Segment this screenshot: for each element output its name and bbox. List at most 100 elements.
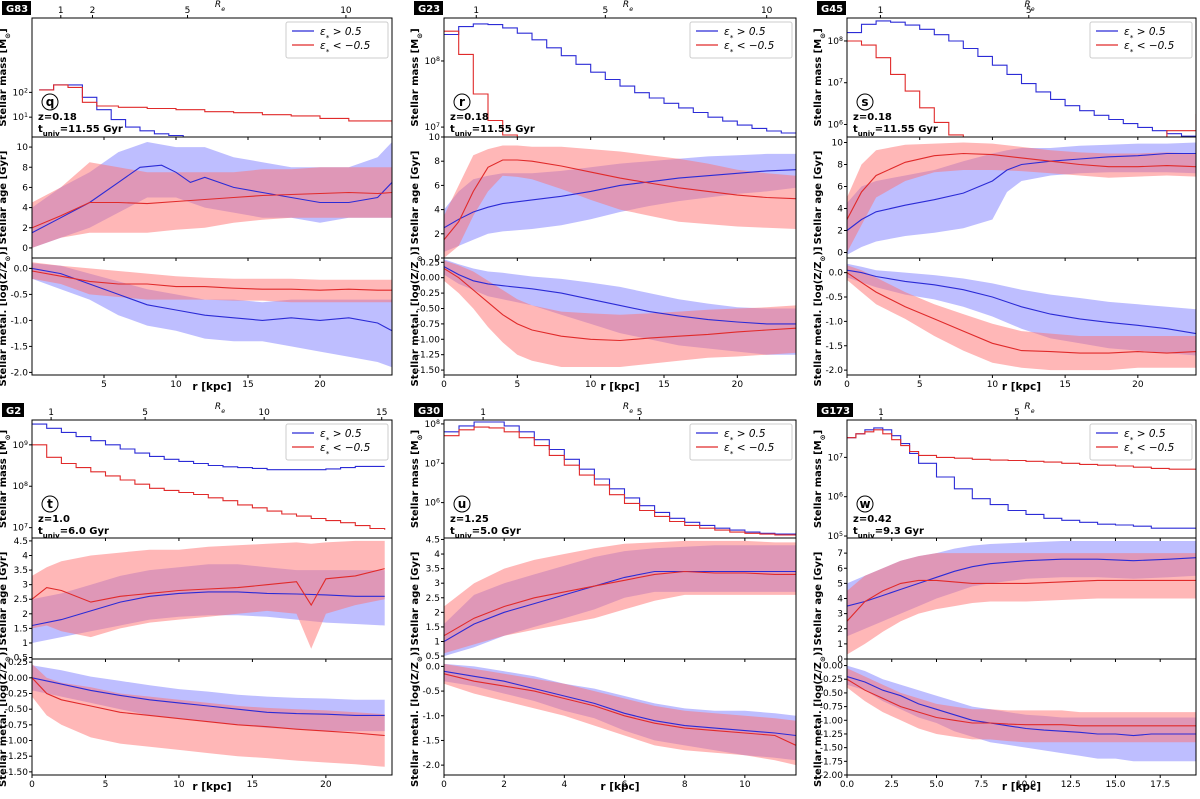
metal-axes-frame xyxy=(846,658,1197,776)
blue-profile-line xyxy=(444,266,796,325)
panel-letter-circle xyxy=(453,93,471,111)
legend-entry-blue: ε* > 0.5 xyxy=(724,26,766,42)
re-tick-label: 1 xyxy=(473,6,479,16)
y-tick-label: 7 xyxy=(837,549,843,559)
re-tick-label: 1 xyxy=(480,408,486,418)
mass-y-axis-label: Stellar mass [M⊙] xyxy=(0,28,12,126)
metal-plot-area xyxy=(847,263,1196,371)
y-tick-label: 2 xyxy=(837,625,843,635)
y-tick-label: -1.25 xyxy=(5,752,28,762)
red-profile-line xyxy=(444,570,796,637)
red-scatter-band xyxy=(847,142,1196,253)
blue-profile-line xyxy=(444,23,796,134)
legend-entry-red: ε* < −0.5 xyxy=(724,442,775,458)
metal-y-axis-label: Stellar metal. [log(Z/Z⊙)] xyxy=(410,247,424,387)
y-tick-label: -1.50 xyxy=(820,744,844,754)
metal-plot-area xyxy=(847,665,1196,762)
mass-plot-area xyxy=(444,421,796,536)
x-tick-label: 2 xyxy=(501,780,507,790)
x-tick-label: 6 xyxy=(622,780,628,790)
y-tick-label: 8 xyxy=(837,161,843,171)
re-tick-label: 5 xyxy=(637,408,643,418)
y-tick-label: 0.5 xyxy=(14,654,28,664)
y-tick-label: 0.00 xyxy=(823,662,843,672)
blue-profile-line xyxy=(444,670,796,737)
age-panel: 0.5 1 1.5 2 2.5 3 3.5 4 4.5 Stellar age [Gyr] xyxy=(410,535,797,662)
y-tick-label: 108 xyxy=(425,418,440,430)
y-tick-label: 1 xyxy=(837,640,843,650)
x-tick-label: 15 xyxy=(242,380,253,390)
age-panel: 0 1 2 3 4 5 6 7 Stellar age [Gyr] xyxy=(813,537,1197,665)
mass-plot-area xyxy=(847,20,1196,137)
galaxy-id-label: G30 xyxy=(418,406,440,417)
galaxy-id-box xyxy=(414,403,443,417)
x-tick-label: 20 xyxy=(732,380,744,390)
panel-letter-circle xyxy=(41,93,59,111)
re-tick-label: 2 xyxy=(90,6,96,16)
age-panel: 0 2 4 6 8 10 Stellar age [Gyr] xyxy=(813,136,1197,261)
metal-y-axis-label: Stellar metal. [log(Z/Z⊙)] xyxy=(0,247,12,387)
y-tick-label: -0.25 xyxy=(417,289,440,299)
redshift-label: z=0.18 xyxy=(853,112,892,123)
red-profile-line xyxy=(32,270,392,291)
galaxy-id-box xyxy=(414,1,443,15)
y-tick-label: 3 xyxy=(22,581,28,591)
y-tick-label: 2 xyxy=(434,608,440,618)
legend-entry-red: ε* < −0.5 xyxy=(724,40,775,56)
y-tick-label: 106 xyxy=(828,119,843,131)
y-tick-label: 0.5 xyxy=(426,652,440,662)
x-tick-label: 10 xyxy=(585,380,597,390)
y-tick-label: -0.5 xyxy=(825,293,843,303)
y-tick-label: 1 xyxy=(22,639,28,649)
y-tick-label: 0 xyxy=(837,249,843,259)
re-axis-label: Re xyxy=(215,0,225,13)
y-tick-label: 0.0 xyxy=(14,264,29,274)
y-tick-label: -2.0 xyxy=(422,761,440,771)
red-profile-line xyxy=(444,673,796,746)
panel-letter: r xyxy=(459,95,465,109)
blue-profile-line xyxy=(847,269,1196,335)
metal-y-axis-label: Stellar metal. [log(Z/Z⊙)] xyxy=(0,647,12,787)
re-tick-label: 1 xyxy=(878,6,884,16)
re-tick-label: 10 xyxy=(258,408,270,418)
galaxy-id-box xyxy=(2,1,31,15)
redshift-label: z=1.0 xyxy=(38,514,70,525)
blue-profile-line xyxy=(444,169,796,229)
y-tick-label: 106 xyxy=(425,497,440,509)
red-scatter-band xyxy=(847,553,1196,655)
legend-entry-red: ε* < −0.5 xyxy=(320,442,371,458)
x-axis-label: r [kpc] xyxy=(192,381,231,393)
y-tick-label: -1.50 xyxy=(5,768,29,778)
panel-letter: t xyxy=(47,497,53,511)
red-scatter-band xyxy=(444,145,796,258)
y-tick-label: 107 xyxy=(828,452,843,464)
y-tick-label: 4 xyxy=(434,550,440,560)
y-tick-label: 1.5 xyxy=(426,623,440,633)
y-tick-label: 105 xyxy=(828,531,843,543)
blue-profile-line xyxy=(444,570,796,642)
y-tick-label: 6 xyxy=(434,181,440,191)
legend: ε* > 0.5ε* < −0.5 xyxy=(285,21,389,59)
x-axis-label: r [kpc] xyxy=(600,381,639,393)
y-tick-label: -0.25 xyxy=(5,689,28,699)
metal-y-axis-label: Stellar metal. [log(Z/Z⊙)] xyxy=(813,247,827,387)
red-scatter-band xyxy=(847,265,1196,371)
galaxy-id-box xyxy=(817,403,853,417)
mass-plot-area xyxy=(39,84,392,137)
legend: ε* > 0.5ε* < −0.5 xyxy=(689,423,793,461)
legend-entry-blue: ε* > 0.5 xyxy=(320,26,362,42)
metal-panel: 0.25 0.00 -0.25 -0.50 -0.75 -1.00 -1.25 -1.50St… xyxy=(410,247,797,387)
age-y-axis-label: Stellar age [Gyr] xyxy=(0,552,9,646)
y-tick-label: -1.00 xyxy=(5,737,29,747)
blue-profile-line xyxy=(847,20,1196,137)
legend-entry-blue: ε* > 0.5 xyxy=(1124,428,1166,444)
red-profile-line xyxy=(32,677,385,737)
blue-profile-line xyxy=(32,164,392,234)
x-tick-label: 10 xyxy=(987,380,999,390)
age-plot-area xyxy=(32,540,385,649)
re-axis-label: Re xyxy=(1024,402,1034,415)
galaxy-id-label: G23 xyxy=(418,4,440,15)
